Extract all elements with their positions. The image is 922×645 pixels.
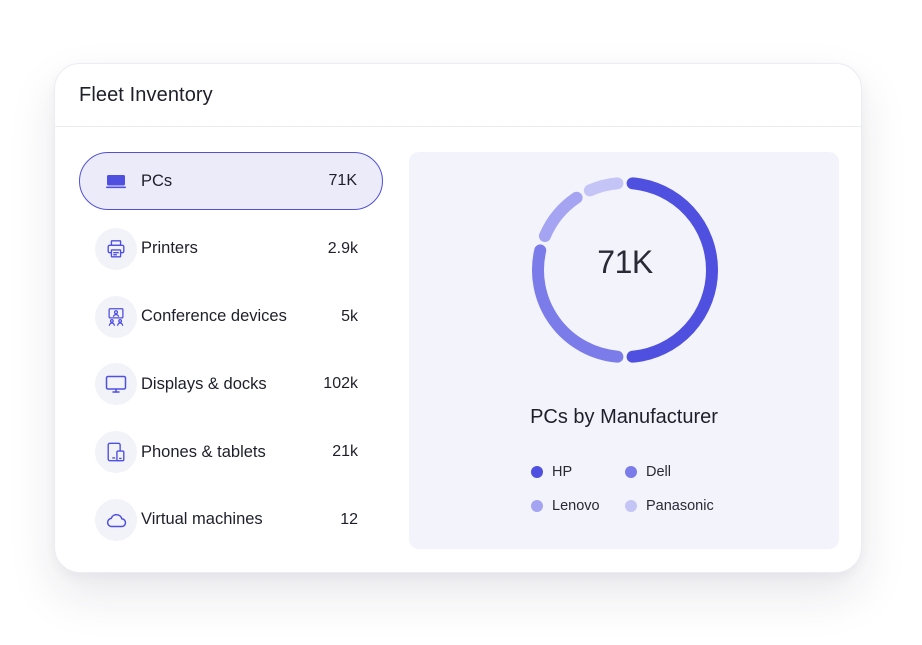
category-list: PCs 71K Printers 2.9k [79,152,383,559]
donut-slice-hp [626,177,719,363]
chart-legend: HP Dell Lenovo Panasonic [531,464,771,514]
category-item-printers[interactable]: Printers 2.9k [79,220,383,278]
category-count: 2.9k [327,239,358,257]
cloud-icon [95,498,137,541]
category-count: 71K [328,172,357,189]
donut-slice-panasonic [583,177,624,197]
donut-chart [532,177,719,363]
category-item-conference-devices[interactable]: Conference devices 5k [79,288,383,346]
category-label: Displays & docks [141,374,267,393]
category-item-pcs[interactable]: PCs 71K [79,152,383,210]
chart-title: PCs by Manufacturer [530,406,718,428]
category-label: Virtual machines [141,510,263,529]
category-label: PCs [141,171,173,190]
monitor-icon [95,363,137,406]
category-label: Phones & tablets [141,442,266,461]
legend-item-panasonic: Panasonic [625,498,745,514]
category-item-displays-docks[interactable]: Displays & docks 102k [79,355,383,413]
phone-tablet-icon [95,431,137,474]
legend-item-hp: HP [531,464,625,480]
category-item-phones-tablets[interactable]: Phones & tablets 21k [79,423,383,481]
legend-item-dell: Dell [625,464,745,480]
category-count: 5k [341,307,358,325]
legend-swatch [625,466,637,478]
card-title: Fleet Inventory [79,83,213,106]
category-item-virtual-machines[interactable]: Virtual machines 12 [79,491,383,549]
legend-label: Dell [646,464,671,480]
laptop-icon [95,160,137,202]
donut-center-value: 71K [597,244,653,280]
category-count: 21k [332,443,358,461]
legend-label: Panasonic [646,498,714,514]
category-label: Conference devices [141,307,287,326]
donut-slice-lenovo [538,191,583,243]
donut-slice-dell [532,244,624,363]
category-count: 12 [340,510,358,528]
legend-swatch [531,500,543,512]
printer-icon [95,227,137,270]
legend-swatch [531,466,543,478]
conference-icon [95,295,137,338]
fleet-inventory-card: Fleet Inventory PCs 71K [54,63,862,573]
category-label: Printers [141,239,198,258]
card-header: Fleet Inventory [55,64,861,127]
chart-panel: 71K PCs by Manufacturer HP Dell Lenovo Pana… [409,152,839,549]
legend-item-lenovo: Lenovo [531,498,625,514]
category-count: 102k [323,375,358,393]
legend-label: Lenovo [552,498,600,514]
legend-swatch [625,500,637,512]
legend-label: HP [552,464,573,480]
